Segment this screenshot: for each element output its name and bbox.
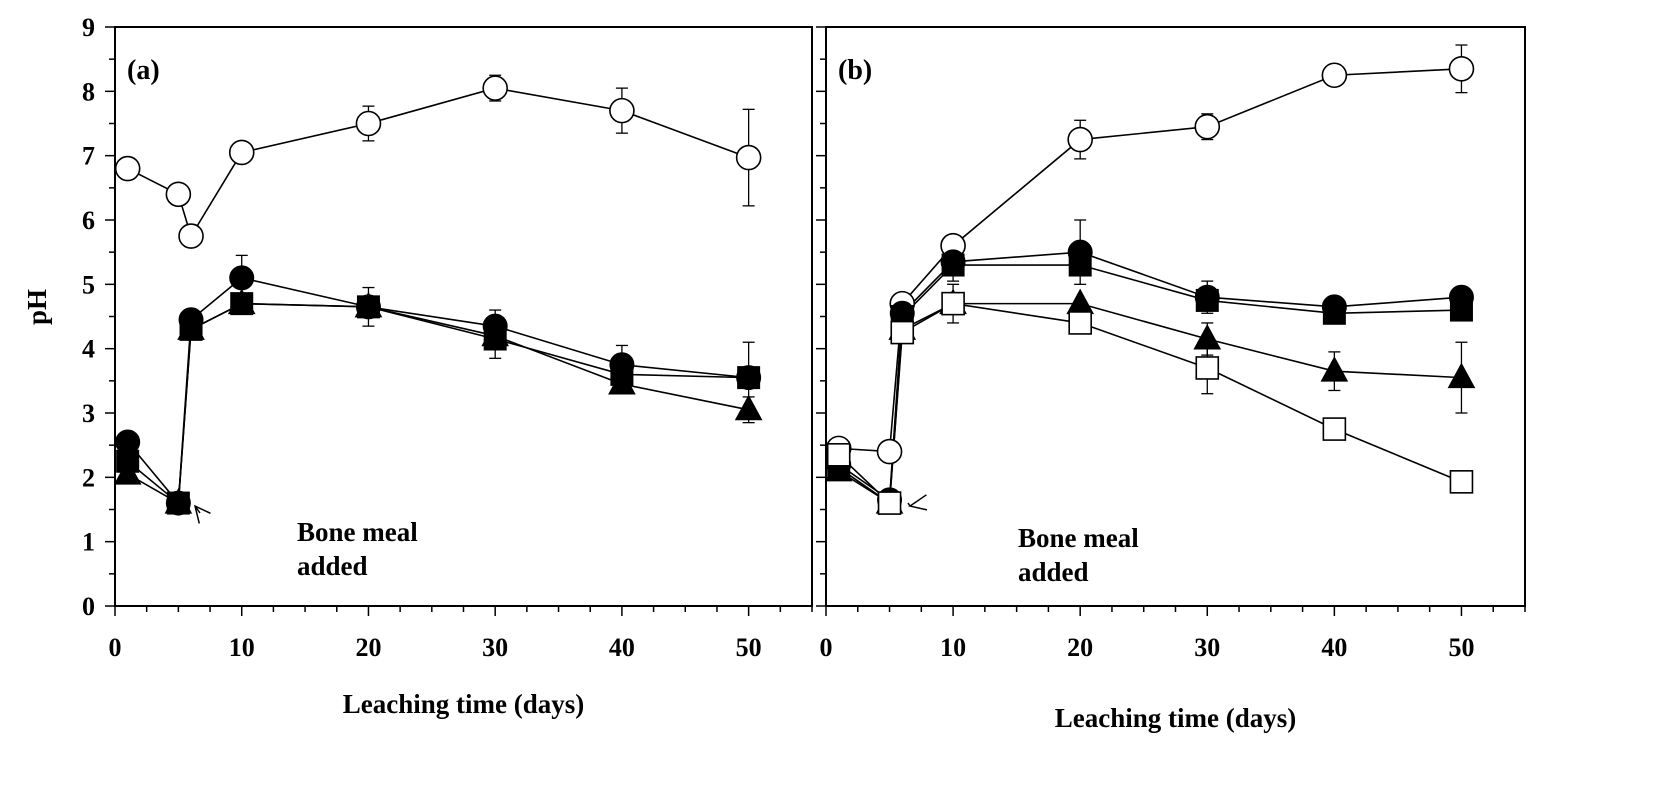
x-tick-label: 10 [229, 633, 255, 662]
open-circle-point [609, 97, 635, 124]
panel-label: (a) [127, 55, 160, 86]
series-group [824, 44, 1476, 515]
panel-a: 0 10 20 30 40 50 0 1 2 3 4 5 6 7 8 9 Leaching time (days… [82, 13, 813, 719]
open-square-point [1322, 417, 1347, 441]
filled-square-point [1322, 301, 1346, 325]
open-square-point [1195, 356, 1220, 380]
annotation-text-line-2: added [1018, 557, 1089, 587]
open-circle-point [114, 155, 141, 182]
y-tick-label: 6 [82, 206, 95, 235]
series-line-filled-triangle [127, 302, 749, 505]
filled-square-point [230, 292, 254, 316]
filled-square-point [941, 253, 965, 277]
x-axis-title: Leaching time (days) [1055, 703, 1296, 733]
open-circle-point [178, 223, 204, 249]
open-circle-point [876, 438, 903, 465]
filled-square-point [1195, 288, 1219, 312]
x-tick-label: 40 [1321, 633, 1347, 662]
y-tick-label: 8 [82, 77, 95, 106]
y-tick-label: 1 [82, 528, 95, 557]
open-circle-point [1194, 113, 1221, 140]
filled-triangle-point [1320, 356, 1349, 382]
y-tick-label: 4 [82, 335, 95, 364]
x-tick-label: 20 [1067, 633, 1093, 662]
filled-triangle-point [1066, 288, 1095, 315]
annotation-arrow-head [908, 494, 928, 511]
series-line-open-square [838, 302, 1462, 505]
y-tick-label: 2 [82, 463, 95, 492]
filled-triangle-point [1447, 362, 1476, 389]
x-tick-label: 50 [736, 633, 762, 662]
filled-square-point [179, 317, 203, 341]
open-circle-point [1448, 56, 1475, 82]
filled-square-point [1068, 253, 1092, 277]
annotation-text-line-1: Bone meal [1018, 523, 1139, 553]
open-square-point [877, 491, 902, 515]
x-tick-label: 30 [1194, 633, 1220, 662]
series-line-open-circle [127, 87, 749, 239]
open-square-point [890, 320, 915, 345]
annotation-text-line-2: added [297, 551, 368, 581]
y-tick-label: 9 [82, 13, 95, 42]
open-square-point [1449, 470, 1474, 494]
x-tick-label: 40 [609, 633, 635, 662]
open-circle-point [735, 144, 762, 171]
panel-label: (b) [838, 55, 872, 86]
y-tick-label: 3 [82, 399, 95, 428]
annotation-arrow-head [193, 504, 211, 524]
filled-circle-point [229, 265, 255, 291]
open-circle-point [165, 181, 192, 208]
x-tick-label: 50 [1448, 633, 1474, 662]
filled-square-point [166, 491, 190, 515]
open-circle-point [482, 75, 508, 101]
open-circle-point [1067, 126, 1093, 153]
series-group [113, 74, 763, 516]
open-circle-point [355, 110, 382, 137]
filled-square-point [737, 366, 761, 390]
open-square-point [826, 443, 851, 467]
filled-triangle-point [1193, 323, 1222, 350]
x-axis-title: Leaching time (days) [343, 689, 584, 719]
filled-square-point [356, 295, 380, 319]
x-tick-label: 0 [820, 633, 833, 662]
panel-b: 0 10 20 30 40 50 Leaching time (days) (b) Bone m… [816, 26, 1526, 733]
x-tick-label: 20 [355, 633, 381, 662]
filled-triangle-point [734, 394, 763, 421]
filled-square-point [1449, 298, 1473, 322]
series-line-filled-circle [838, 251, 1462, 502]
y-tick-label: 0 [82, 592, 95, 621]
x-tick-label: 0 [109, 633, 122, 662]
annotation-text-line-1: Bone meal [297, 517, 418, 547]
filled-triangle-point [824, 455, 853, 482]
x-tick-label: 30 [482, 633, 508, 662]
y-tick-label: 5 [82, 270, 95, 299]
plot-frame [114, 26, 813, 607]
series-line-filled-triangle [838, 302, 1462, 505]
filled-square-point [483, 327, 507, 351]
filled-square-point [116, 449, 140, 473]
x-tick-label: 10 [940, 633, 966, 662]
y-tick-label: 7 [82, 142, 95, 171]
open-square-point [941, 291, 965, 316]
open-circle-point [228, 139, 255, 166]
open-square-point [1068, 311, 1092, 335]
series-line-filled-square [127, 302, 749, 505]
open-circle-point [1321, 62, 1348, 89]
y-axis-title: pH [22, 289, 52, 325]
series-line-open-circle [838, 68, 1462, 453]
filled-square-point [610, 362, 634, 386]
series-line-filled-square [838, 264, 1462, 505]
